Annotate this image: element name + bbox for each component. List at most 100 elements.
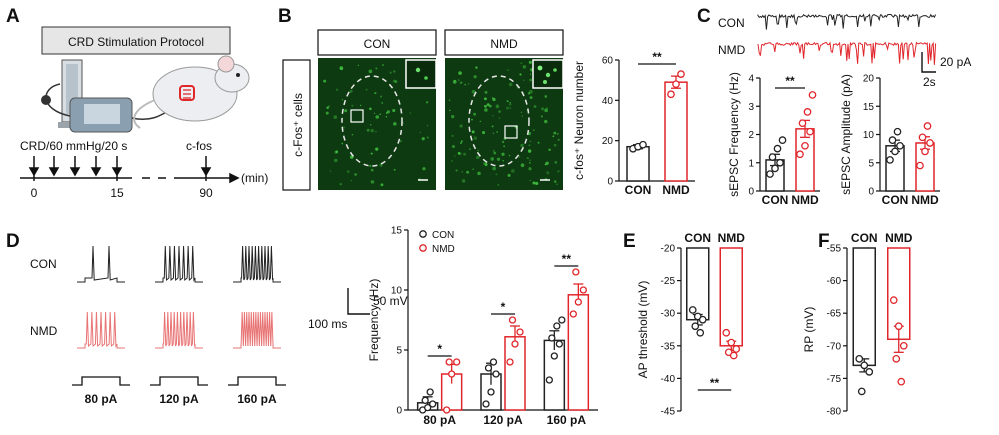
micrograph-speck — [451, 160, 453, 162]
data-point — [771, 164, 779, 173]
data-point — [677, 70, 685, 78]
trace-con-label: CON — [718, 16, 745, 30]
micrograph-speck — [374, 91, 377, 95]
significance-mark: ** — [710, 376, 720, 390]
trace-con-80pA — [77, 245, 125, 283]
y-axis-label: RP (mV) — [802, 307, 816, 353]
micrograph-speck — [335, 88, 339, 91]
d-scale-ms: 100 ms — [308, 317, 347, 331]
micrograph-speck — [532, 129, 535, 132]
micrograph-speck — [381, 63, 385, 67]
micrograph-speck — [333, 115, 338, 119]
pressure-device-illustration — [41, 59, 171, 133]
data-point — [806, 127, 814, 136]
data-point — [639, 140, 647, 149]
y-tick-label: 15 — [391, 226, 403, 237]
micrograph-speck — [393, 122, 397, 126]
micrograph-speck — [484, 108, 488, 112]
micrograph-speck — [490, 157, 495, 161]
micrograph-speck — [347, 170, 350, 173]
micrograph-speck — [380, 95, 383, 98]
micrograph-speck — [375, 147, 379, 151]
micrograph-speck — [484, 162, 488, 167]
micrograph-speck — [329, 170, 332, 172]
protocol-title: CRD Stimulation Protocol — [68, 35, 204, 49]
y-tick-label: 0 — [607, 177, 613, 188]
micrograph-speck — [461, 179, 466, 183]
micrograph-speck — [484, 104, 487, 108]
data-point — [778, 136, 787, 144]
category-label: NMD — [911, 193, 939, 207]
sepsc-trace-nmd — [757, 41, 937, 65]
micrograph-speck — [544, 119, 548, 124]
data-point — [448, 370, 456, 378]
panel-d-traces: CON NMD 50 mV 100 ms 80 pA 120 pA 160 pA — [30, 245, 408, 406]
category-label: NMD — [662, 183, 690, 197]
data-point — [508, 316, 517, 324]
micrograph-speck — [409, 112, 412, 114]
step-160 — [228, 376, 286, 386]
micrograph-speck — [484, 90, 488, 94]
panel-letter-c: C — [697, 6, 711, 27]
micrograph-speck — [341, 142, 344, 145]
data-point — [667, 90, 675, 99]
micrograph-speck — [497, 184, 499, 186]
data-point — [893, 127, 902, 136]
micrograph-speck — [508, 102, 512, 106]
micrograph-speck — [498, 117, 501, 119]
micrograph-speck — [518, 156, 521, 158]
trace-nmd-160pA — [233, 311, 281, 349]
micrograph-speck — [370, 168, 374, 172]
micrograph-speck — [520, 163, 525, 168]
data-point — [918, 133, 927, 142]
data-point — [801, 141, 809, 150]
y-tick-label: -80 — [827, 407, 842, 418]
micrograph-speck — [335, 150, 339, 154]
data-point — [487, 388, 495, 396]
micrograph-speck — [393, 70, 396, 73]
chart-f-resting-potential: -55 -60 -65 -70 -75 -80 RP (mV) CON NMD — [802, 231, 913, 418]
y-tick-label: 3 — [748, 102, 754, 113]
stimulation-arrows — [28, 156, 212, 177]
trace-con-120pA — [155, 245, 203, 283]
y-tick-label: 0 — [868, 187, 874, 198]
data-point — [429, 400, 437, 408]
micrograph-speck — [339, 183, 342, 186]
micrograph-speck — [375, 130, 377, 133]
data-point — [886, 156, 894, 164]
data-point — [926, 139, 934, 147]
data-point — [558, 316, 566, 324]
data-point — [489, 358, 498, 366]
data-point — [796, 150, 804, 159]
data-point — [857, 387, 866, 396]
micrograph-speck — [475, 66, 478, 69]
micrograph-speck — [370, 124, 372, 126]
trace-nmd-80pA — [77, 311, 125, 349]
micrograph-speck — [457, 151, 461, 155]
y-tick-label: 4 — [748, 74, 754, 85]
data-point — [511, 340, 519, 348]
y-axis-label: Frequency (Hz) — [367, 279, 381, 362]
significance-mark: * — [501, 300, 506, 314]
micrograph-speck — [477, 171, 481, 176]
micrograph-speck — [369, 164, 372, 168]
micrograph-speck — [333, 158, 338, 163]
data-point — [672, 80, 680, 89]
data-point — [506, 358, 514, 366]
micrograph-speck — [557, 138, 560, 141]
micrograph-speck — [509, 101, 511, 104]
micrograph-speck — [394, 80, 398, 83]
y-axis-label: AP threshold (mV) — [636, 281, 650, 379]
b-nmd-header: NMD — [490, 37, 518, 51]
micrograph-speck — [540, 115, 543, 118]
micrograph-speck — [421, 137, 425, 141]
micrograph-speck — [448, 99, 451, 102]
data-point — [897, 377, 906, 386]
data-point — [892, 354, 901, 363]
micrograph-speck — [529, 78, 533, 82]
chart-e-ap-threshold: -20 -25 -30 -35 -40 -45 AP threshold (mV) CON NM… — [636, 231, 745, 418]
d-row-nmd: NMD — [30, 324, 58, 338]
micrograph-speck — [325, 111, 329, 115]
nmd-micrograph — [445, 58, 564, 190]
micrograph-speck — [473, 112, 477, 116]
